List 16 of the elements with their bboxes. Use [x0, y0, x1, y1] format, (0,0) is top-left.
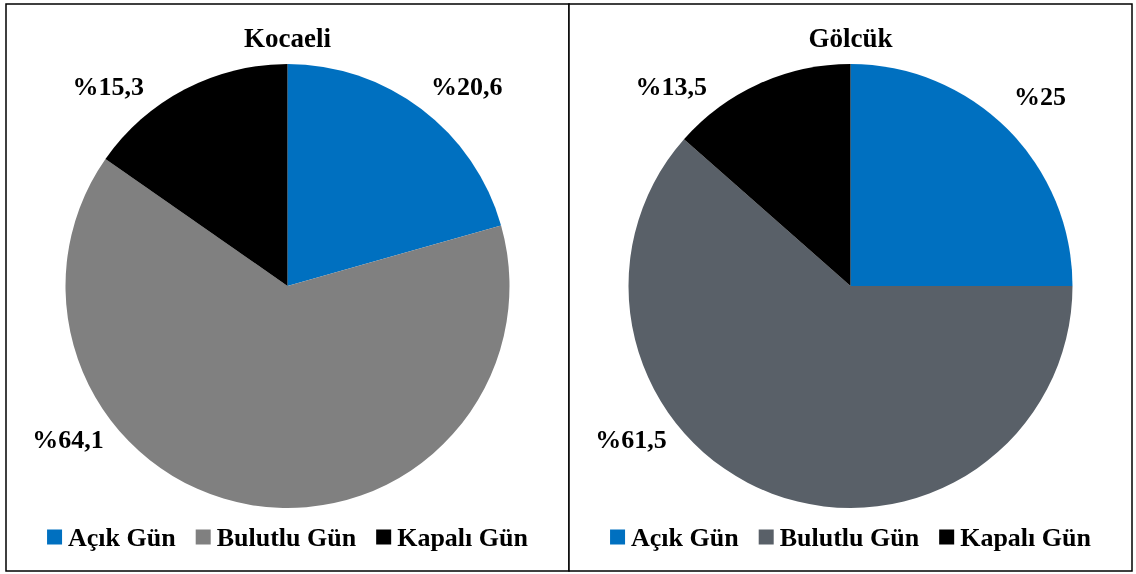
pie-slice — [287, 64, 502, 286]
data-label: %20,6 — [431, 72, 503, 102]
legend-label: Bulutlu Gün — [779, 522, 920, 552]
pie-slice — [850, 64, 1073, 286]
chart-title: Gölcük — [808, 23, 893, 53]
legend-label: Kapalı Gün — [397, 522, 529, 552]
data-label: %25 — [1014, 82, 1066, 111]
data-label: %64,1 — [32, 425, 104, 455]
data-label: %13,5 — [635, 72, 707, 102]
data-label: %15,3 — [72, 72, 144, 102]
chart-title: Kocaeli — [244, 23, 332, 53]
legend-label: Açık Gün — [631, 522, 740, 552]
legend-label: Bulutlu Gün — [216, 522, 357, 552]
legend-label: Açık Gün — [68, 522, 177, 552]
legend-label: Kapalı Gün — [960, 522, 1092, 552]
data-label: %61,5 — [595, 425, 667, 455]
